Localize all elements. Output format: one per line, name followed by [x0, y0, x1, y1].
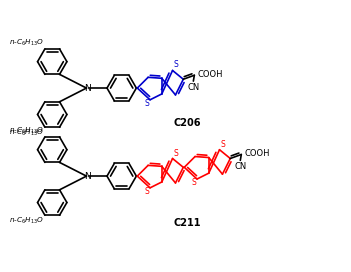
- Text: $n$-C$_6$H$_{13}$O: $n$-C$_6$H$_{13}$O: [8, 126, 44, 136]
- Text: N: N: [84, 84, 91, 92]
- Text: $n$-C$_6$H$_{13}$O: $n$-C$_6$H$_{13}$O: [8, 128, 44, 138]
- Text: C206: C206: [173, 118, 201, 128]
- Text: N: N: [84, 172, 91, 181]
- Text: S: S: [173, 149, 178, 157]
- Text: COOH: COOH: [244, 149, 270, 158]
- Text: C211: C211: [173, 218, 201, 228]
- Text: CN: CN: [187, 83, 199, 92]
- Text: CN: CN: [234, 162, 246, 171]
- Text: S: S: [220, 140, 225, 149]
- Text: S: S: [173, 60, 178, 69]
- Text: S: S: [191, 178, 196, 187]
- Text: S: S: [144, 187, 149, 196]
- Text: $n$-C$_6$H$_{13}$O: $n$-C$_6$H$_{13}$O: [8, 38, 44, 48]
- Text: S: S: [144, 99, 149, 108]
- Text: $n$-C$_6$H$_{13}$O: $n$-C$_6$H$_{13}$O: [8, 216, 44, 226]
- Text: COOH: COOH: [197, 70, 223, 79]
